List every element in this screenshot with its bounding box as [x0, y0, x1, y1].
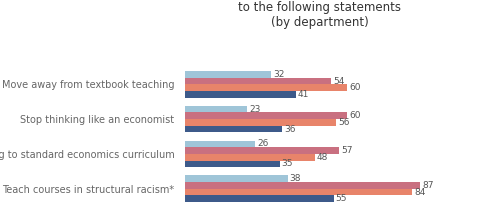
Bar — [185, 141, 255, 147]
Text: 36: 36 — [284, 125, 296, 134]
Bar — [185, 195, 334, 202]
Text: 56: 56 — [338, 118, 350, 127]
Bar — [185, 182, 420, 189]
Bar — [185, 119, 336, 126]
Text: 26: 26 — [258, 140, 268, 148]
Text: 32: 32 — [274, 70, 285, 79]
Bar — [185, 112, 347, 119]
Title: Percentage who agrees with or responded in affirmative
to the following statemen: Percentage who agrees with or responded … — [154, 0, 486, 29]
Text: 57: 57 — [341, 146, 352, 155]
Text: 84: 84 — [414, 187, 426, 197]
Text: 41: 41 — [298, 90, 309, 99]
Text: 54: 54 — [333, 77, 344, 86]
Bar — [185, 78, 331, 84]
Text: 23: 23 — [250, 105, 260, 114]
Text: 60: 60 — [349, 111, 360, 120]
Bar — [185, 91, 296, 98]
Bar — [185, 154, 314, 161]
Text: 48: 48 — [317, 153, 328, 162]
Text: 35: 35 — [282, 159, 293, 168]
Bar — [185, 126, 282, 132]
Bar — [185, 106, 247, 112]
Text: 38: 38 — [290, 174, 302, 183]
Bar — [185, 84, 347, 91]
Text: 87: 87 — [422, 181, 434, 190]
Bar — [185, 161, 280, 167]
Text: 60: 60 — [349, 83, 360, 92]
Text: 55: 55 — [336, 194, 347, 203]
Bar — [185, 175, 288, 182]
Bar — [185, 147, 339, 154]
Bar — [185, 71, 272, 78]
Bar — [185, 189, 412, 195]
